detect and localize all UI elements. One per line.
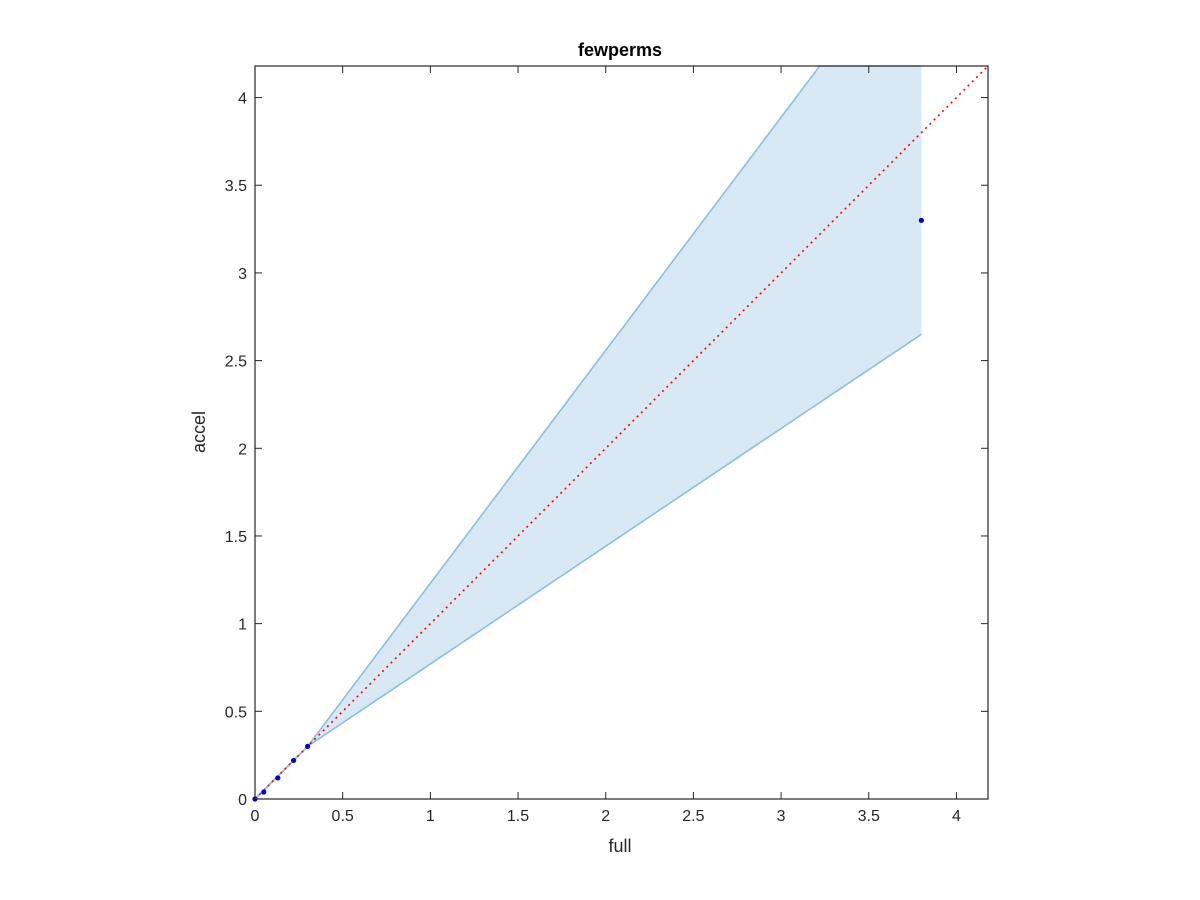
y-tick-label: 2	[238, 441, 247, 458]
x-tick-label: 2	[601, 808, 610, 825]
y-tick-label: 4	[238, 91, 247, 108]
y-tick-label: 0.5	[225, 704, 247, 721]
band-fill	[255, 66, 922, 799]
data-point	[305, 743, 311, 749]
x-tick-label: 1.5	[507, 808, 529, 825]
y-axis-ticks: 0 0.5 1 1.5 2 2.5 3 3.5 4	[225, 91, 988, 809]
x-tick-label: 4	[952, 808, 961, 825]
y-tick-label: 3.5	[225, 178, 247, 195]
data-point	[290, 757, 297, 764]
y-tick-label: 0	[238, 792, 247, 809]
y-tick-label: 3	[238, 266, 247, 283]
x-tick-label: 2.5	[682, 808, 704, 825]
y-axis-label: accel	[189, 411, 209, 453]
data-point	[275, 775, 281, 781]
x-tick-label: 0.5	[332, 808, 354, 825]
y-tick-label: 1	[238, 617, 247, 634]
chart-title: fewperms	[578, 40, 662, 60]
x-tick-label: 0	[251, 808, 260, 825]
data-point	[261, 789, 267, 795]
x-axis-ticks: 0 0.5 1 1.5 2 2.5 3 3.5 4	[251, 66, 961, 825]
y-tick-label: 2.5	[225, 354, 247, 371]
x-tick-label: 3	[777, 808, 786, 825]
data-point	[918, 217, 924, 223]
x-tick-label: 1	[426, 808, 435, 825]
y-tick-label: 1.5	[225, 529, 247, 546]
plot-frame	[254, 65, 989, 800]
data-points	[252, 217, 924, 802]
x-tick-label: 3.5	[858, 808, 880, 825]
x-axis-label: full	[608, 836, 631, 856]
